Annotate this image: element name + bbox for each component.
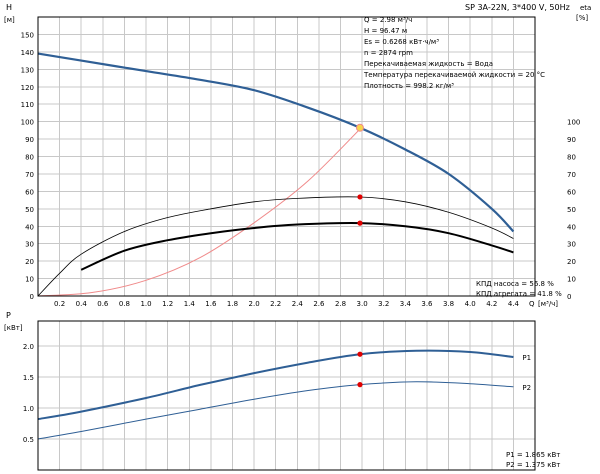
h-tick-label: 90 — [25, 136, 34, 144]
x-tick-label: 2.2 — [270, 300, 281, 308]
h-tick-label: 100 — [21, 119, 34, 127]
pump-label: SP 3A-22N, 3*400 V, 50Hz — [465, 3, 570, 12]
h-tick-label: 70 — [25, 171, 34, 179]
curve-layer — [37, 52, 515, 440]
eta-tick-label: 60 — [567, 188, 576, 196]
duty-point-p2 — [357, 382, 363, 388]
h-tick-label: 60 — [25, 188, 34, 196]
q-axis-label: Q — [529, 300, 535, 308]
x-tick-label: 4.4 — [508, 300, 520, 308]
unit-efficiency-curve — [80, 222, 514, 271]
head-curve — [37, 52, 515, 233]
h-tick-label: 140 — [21, 49, 34, 57]
h-tick-label: 110 — [21, 101, 34, 109]
info-line-density: Плотность = 998.2 кг/м³ — [364, 82, 454, 90]
x-tick-label: 2.0 — [249, 300, 260, 308]
x-tick-label: 3.6 — [421, 300, 433, 308]
power-panel-frame — [37, 320, 536, 471]
x-tick-label: 4.0 — [465, 300, 476, 308]
info-line-h: H = 96.47 м — [364, 27, 407, 35]
p-axis-unit: [кВт] — [4, 324, 23, 332]
x-tick-label: 3.4 — [400, 300, 412, 308]
x-tick-label: 2.6 — [313, 300, 325, 308]
x-tick-label: 0.8 — [119, 300, 130, 308]
x-tick-label: 1.0 — [140, 300, 151, 308]
eta-tick-label: 0 — [567, 293, 571, 301]
eta-axis-unit: [%] — [576, 14, 588, 22]
p-axis-label: P — [6, 311, 11, 320]
eta-tick-label: 40 — [567, 223, 576, 231]
p-tick-label: 2.0 — [23, 343, 34, 351]
unit-efficiency-readout: КПД агрегата = 41.8 % — [476, 290, 562, 298]
h-tick-label: 150 — [21, 31, 34, 39]
eta-tick-label: 90 — [567, 136, 576, 144]
x-tick-label: 1.4 — [184, 300, 196, 308]
eta-tick-label: 10 — [567, 276, 576, 284]
info-line-n: n = 2874 rpm — [364, 49, 413, 57]
h-tick-label: 30 — [25, 241, 34, 249]
x-tick-label: 3.0 — [357, 300, 368, 308]
eta-axis-label: eta — [580, 4, 591, 12]
p2-readout: P2 = 1.375 кВт — [506, 461, 560, 469]
p1-readout: P1 = 1.865 кВт — [506, 451, 560, 459]
x-tick-label: 2.4 — [292, 300, 304, 308]
p-tick-label: 0.5 — [23, 436, 34, 444]
p2-curve — [37, 381, 514, 440]
x-tick-label: 1.8 — [227, 300, 238, 308]
x-tick-label: 4.2 — [486, 300, 497, 308]
p1-curve — [37, 349, 514, 421]
x-tick-label: 3.8 — [443, 300, 454, 308]
h-tick-label: 120 — [21, 84, 34, 92]
pump-efficiency-curve — [37, 196, 514, 297]
info-line-es: Es = 0.6268 кВт·ч/м³ — [364, 38, 439, 46]
eta-tick-label: 20 — [567, 258, 576, 266]
x-tick-label: 1.2 — [162, 300, 173, 308]
h-tick-label: 40 — [25, 223, 34, 231]
info-line-q: Q = 2.98 м³/ч — [364, 16, 412, 24]
h-tick-label: 10 — [25, 276, 34, 284]
head-panel-frame — [37, 16, 536, 297]
duty-point-p1 — [357, 351, 363, 357]
duty-point-pump-eff — [357, 194, 363, 200]
h-tick-label: 0 — [30, 293, 34, 301]
h-tick-label: 130 — [21, 66, 34, 74]
x-tick-label: 3.2 — [378, 300, 389, 308]
x-tick-label: 0.4 — [76, 300, 88, 308]
series-label-p2: P2 — [522, 384, 531, 392]
info-line-temperature: Температура перекачиваемой жидкости = 20… — [363, 71, 545, 79]
p-tick-label: 1.0 — [23, 405, 34, 413]
h-tick-label: 20 — [25, 258, 34, 266]
eta-tick-label: 70 — [567, 171, 576, 179]
x-tick-label: 2.8 — [335, 300, 346, 308]
h-tick-label: 80 — [25, 154, 34, 162]
text-layer: SP 3A-22N, 3*400 V, 50Hz Q = 2.98 м³/ч H… — [4, 3, 591, 469]
p-tick-label: 1.5 — [23, 374, 34, 382]
eta-tick-label: 100 — [567, 119, 580, 127]
series-label-p1: P1 — [522, 354, 531, 362]
x-tick-label: 1.6 — [205, 300, 217, 308]
grid-layer — [38, 17, 535, 470]
x-tick-label: 0.2 — [54, 300, 65, 308]
eta-tick-label: 30 — [567, 241, 576, 249]
h-axis-label: H — [6, 3, 12, 12]
x-tick-label: 0.6 — [97, 300, 109, 308]
info-line-liquid: Перекачиваемая жидкость = Вода — [364, 60, 493, 68]
axis-layer — [37, 16, 536, 471]
h-axis-unit: [м] — [4, 16, 15, 24]
eta-tick-label: 80 — [567, 154, 576, 162]
q-axis-unit: [м³/ч] — [538, 300, 558, 308]
duty-point-head — [355, 123, 364, 132]
duty-point-unit-eff — [357, 220, 363, 226]
system-curve — [37, 126, 363, 297]
pump-efficiency-readout: КПД насоса = 56.8 % — [476, 280, 554, 288]
h-tick-label: 50 — [25, 206, 34, 214]
eta-tick-label: 50 — [567, 206, 576, 214]
